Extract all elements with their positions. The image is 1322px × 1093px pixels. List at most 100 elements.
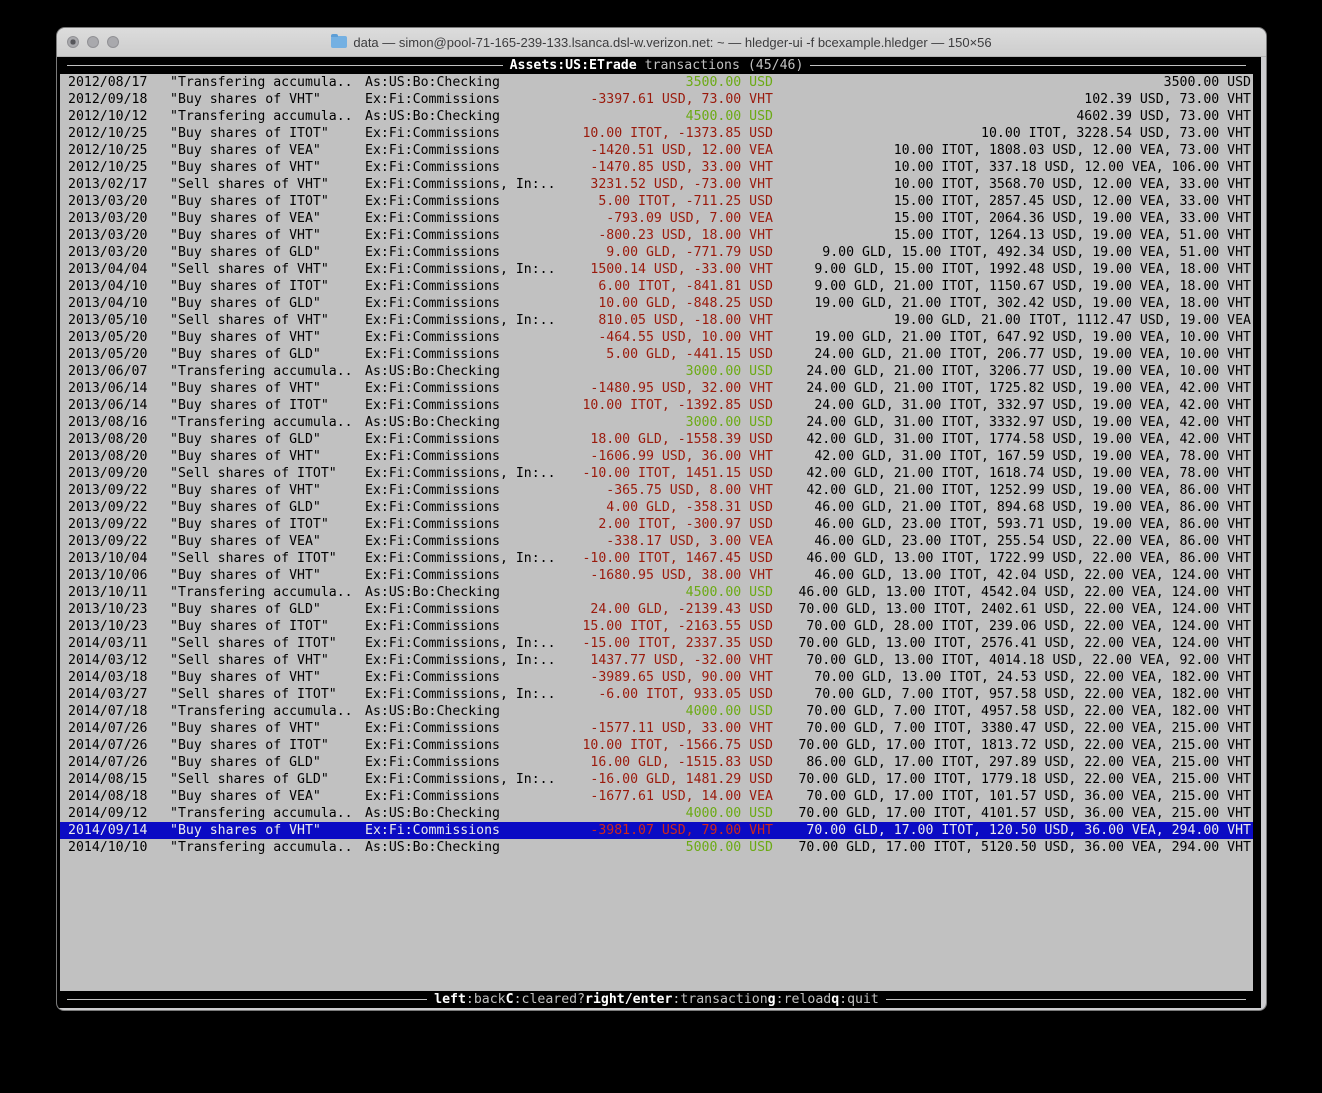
transaction-row[interactable]: 2013/06/14 "Buy shares of VHT" Ex:Fi:Commi… bbox=[60, 380, 1253, 397]
transaction-running-balance: 70.00 GLD, 13.00 ITOT, 2576.41 USD, 22.0… bbox=[798, 636, 1251, 651]
transaction-row[interactable]: 2013/06/07 "Transfering accumula.. As:US:B… bbox=[60, 363, 1253, 380]
transaction-row[interactable]: 2013/06/14 "Buy shares of ITOT" Ex:Fi:Comm… bbox=[60, 397, 1253, 414]
transaction-date: 2012/09/18 bbox=[68, 92, 148, 107]
transaction-other-accounts: Ex:Fi:Commissions bbox=[365, 449, 500, 464]
transaction-row[interactable]: 2014/08/18 "Buy shares of VEA" Ex:Fi:Commi… bbox=[60, 788, 1253, 805]
transaction-row[interactable]: 2012/10/25 "Buy shares of VEA" Ex:Fi:Commi… bbox=[60, 142, 1253, 159]
transaction-row[interactable]: 2013/09/22 "Buy shares of ITOT" Ex:Fi:Comm… bbox=[60, 516, 1253, 533]
header-rule-right bbox=[810, 65, 1247, 66]
transaction-description: "Buy shares of VEA" bbox=[170, 211, 321, 226]
transaction-date: 2014/07/26 bbox=[68, 721, 148, 736]
transaction-row[interactable]: 2012/10/25 "Buy shares of VHT" Ex:Fi:Commi… bbox=[60, 159, 1253, 176]
transaction-change-amount: -15.00 ITOT, 2337.35 USD bbox=[582, 636, 773, 651]
transaction-date: 2012/10/12 bbox=[68, 109, 148, 124]
transaction-date: 2013/05/20 bbox=[68, 347, 148, 362]
transaction-row[interactable]: 2012/10/25 "Buy shares of ITOT" Ex:Fi:Comm… bbox=[60, 125, 1253, 142]
transaction-row-selected[interactable]: 2014/09/14 "Buy shares of VHT" Ex:Fi:Commi… bbox=[60, 822, 1253, 839]
transaction-description: "Buy shares of ITOT" bbox=[170, 126, 329, 141]
transaction-other-accounts: Ex:Fi:Commissions bbox=[365, 721, 500, 736]
transaction-row[interactable]: 2013/09/22 "Buy shares of GLD" Ex:Fi:Commi… bbox=[60, 499, 1253, 516]
transaction-row[interactable]: 2013/08/16 "Transfering accumula.. As:US:B… bbox=[60, 414, 1253, 431]
transaction-row[interactable]: 2014/09/12 "Transfering accumula.. As:US:B… bbox=[60, 805, 1253, 822]
transaction-date: 2012/10/25 bbox=[68, 126, 148, 141]
transaction-running-balance: 9.00 GLD, 15.00 ITOT, 1992.48 USD, 19.00… bbox=[814, 262, 1251, 277]
transaction-row[interactable]: 2014/03/12 "Sell shares of VHT" Ex:Fi:Comm… bbox=[60, 652, 1253, 669]
transaction-date: 2013/08/16 bbox=[68, 415, 148, 430]
transaction-row[interactable]: 2013/08/20 "Buy shares of VHT" Ex:Fi:Commi… bbox=[60, 448, 1253, 465]
transaction-row[interactable]: 2013/04/04 "Sell shares of VHT" Ex:Fi:Comm… bbox=[60, 261, 1253, 278]
transaction-row[interactable]: 2013/10/06 "Buy shares of VHT" Ex:Fi:Commi… bbox=[60, 567, 1253, 584]
transaction-change-amount: 4000.00 USD bbox=[685, 704, 773, 719]
transaction-row[interactable]: 2013/10/04 "Sell shares of ITOT" Ex:Fi:Com… bbox=[60, 550, 1253, 567]
close-button[interactable] bbox=[67, 36, 79, 48]
key-hints-bar: left:back C:cleared? right/enter:transac… bbox=[60, 991, 1253, 1008]
transaction-row[interactable]: 2014/07/18 "Transfering accumula.. As:US:B… bbox=[60, 703, 1253, 720]
transaction-date: 2014/10/10 bbox=[68, 840, 148, 855]
transaction-row[interactable]: 2012/09/18 "Buy shares of VHT" Ex:Fi:Commi… bbox=[60, 91, 1253, 108]
transaction-row[interactable]: 2012/10/12 "Transfering accumula.. As:US:B… bbox=[60, 108, 1253, 125]
transaction-running-balance: 46.00 GLD, 23.00 ITOT, 255.54 USD, 22.00… bbox=[814, 534, 1251, 549]
transaction-change-amount: -800.23 USD, 18.00 VHT bbox=[598, 228, 773, 243]
transaction-running-balance: 15.00 ITOT, 1264.13 USD, 19.00 VEA, 51.0… bbox=[893, 228, 1251, 243]
transaction-date: 2013/09/22 bbox=[68, 534, 148, 549]
transaction-row[interactable]: 2013/10/23 "Buy shares of ITOT" Ex:Fi:Comm… bbox=[60, 618, 1253, 635]
transaction-other-accounts: As:US:Bo:Checking bbox=[365, 806, 500, 821]
transaction-running-balance: 70.00 GLD, 17.00 ITOT, 1779.18 USD, 22.0… bbox=[798, 772, 1251, 787]
transaction-change-amount: 1500.14 USD, -33.00 VHT bbox=[590, 262, 773, 277]
transaction-running-balance: 70.00 GLD, 13.00 ITOT, 4014.18 USD, 22.0… bbox=[806, 653, 1251, 668]
transaction-row[interactable]: 2013/09/20 "Sell shares of ITOT" Ex:Fi:Com… bbox=[60, 465, 1253, 482]
transaction-row[interactable]: 2014/07/26 "Buy shares of ITOT" Ex:Fi:Comm… bbox=[60, 737, 1253, 754]
transaction-other-accounts: Ex:Fi:Commissions bbox=[365, 143, 500, 158]
transaction-row[interactable]: 2013/02/17 "Sell shares of VHT" Ex:Fi:Comm… bbox=[60, 176, 1253, 193]
window-titlebar: data — simon@pool-71-165-239-133.lsanca.… bbox=[57, 28, 1266, 57]
transaction-other-accounts: Ex:Fi:Commissions bbox=[365, 211, 500, 226]
transaction-row[interactable]: 2013/08/20 "Buy shares of GLD" Ex:Fi:Commi… bbox=[60, 431, 1253, 448]
transaction-change-amount: -793.09 USD, 7.00 VEA bbox=[606, 211, 773, 226]
scrollbar-track[interactable] bbox=[1261, 57, 1266, 1008]
transaction-running-balance: 70.00 GLD, 13.00 ITOT, 2402.61 USD, 22.0… bbox=[798, 602, 1251, 617]
transaction-row[interactable]: 2013/04/10 "Buy shares of ITOT" Ex:Fi:Comm… bbox=[60, 278, 1253, 295]
transaction-row[interactable]: 2013/05/10 "Sell shares of VHT" Ex:Fi:Comm… bbox=[60, 312, 1253, 329]
transaction-row[interactable]: 2013/04/10 "Buy shares of GLD" Ex:Fi:Commi… bbox=[60, 295, 1253, 312]
transaction-description: "Transfering accumula.. bbox=[170, 75, 353, 90]
transaction-running-balance: 24.00 GLD, 31.00 ITOT, 3332.97 USD, 19.0… bbox=[806, 415, 1251, 430]
transaction-other-accounts: Ex:Fi:Commissions, In:.. bbox=[365, 653, 556, 668]
transaction-row[interactable]: 2014/03/11 "Sell shares of ITOT" Ex:Fi:Com… bbox=[60, 635, 1253, 652]
transaction-running-balance: 70.00 GLD, 28.00 ITOT, 239.06 USD, 22.00… bbox=[806, 619, 1251, 634]
transaction-other-accounts: Ex:Fi:Commissions bbox=[365, 245, 500, 260]
transaction-running-balance: 24.00 GLD, 21.00 ITOT, 3206.77 USD, 19.0… bbox=[806, 364, 1251, 379]
transaction-change-amount: 5000.00 USD bbox=[685, 840, 773, 855]
transaction-row[interactable]: 2013/03/20 "Buy shares of ITOT" Ex:Fi:Comm… bbox=[60, 193, 1253, 210]
transaction-change-amount: 10.00 GLD, -848.25 USD bbox=[598, 296, 773, 311]
transaction-row[interactable]: 2013/05/20 "Buy shares of GLD" Ex:Fi:Commi… bbox=[60, 346, 1253, 363]
transaction-row[interactable]: 2014/03/27 "Sell shares of ITOT" Ex:Fi:Com… bbox=[60, 686, 1253, 703]
minimize-button[interactable] bbox=[87, 36, 99, 48]
hint-action: :back bbox=[465, 992, 506, 1007]
transaction-row[interactable]: 2013/10/11 "Transfering accumula.. As:US:B… bbox=[60, 584, 1253, 601]
transaction-row[interactable]: 2013/03/20 "Buy shares of GLD" Ex:Fi:Commi… bbox=[60, 244, 1253, 261]
transaction-row[interactable]: 2013/03/20 "Buy shares of VEA" Ex:Fi:Commi… bbox=[60, 210, 1253, 227]
transaction-row[interactable]: 2014/07/26 "Buy shares of GLD" Ex:Fi:Commi… bbox=[60, 754, 1253, 771]
transaction-row[interactable]: 2014/03/18 "Buy shares of VHT" Ex:Fi:Commi… bbox=[60, 669, 1253, 686]
transaction-row[interactable]: 2013/05/20 "Buy shares of VHT" Ex:Fi:Commi… bbox=[60, 329, 1253, 346]
zoom-button[interactable] bbox=[107, 36, 119, 48]
transaction-row[interactable]: 2013/09/22 "Buy shares of VHT" Ex:Fi:Commi… bbox=[60, 482, 1253, 499]
transaction-row[interactable]: 2013/09/22 "Buy shares of VEA" Ex:Fi:Commi… bbox=[60, 533, 1253, 550]
hint-key: left bbox=[434, 992, 466, 1007]
transaction-change-amount: 16.00 GLD, -1515.83 USD bbox=[590, 755, 773, 770]
transaction-running-balance: 10.00 ITOT, 3228.54 USD, 73.00 VHT bbox=[981, 126, 1251, 141]
transaction-other-accounts: As:US:Bo:Checking bbox=[365, 364, 500, 379]
transaction-row[interactable]: 2014/10/10 "Transfering accumula.. As:US:B… bbox=[60, 839, 1253, 856]
transaction-date: 2013/06/14 bbox=[68, 398, 148, 413]
transaction-row[interactable]: 2012/08/17 "Transfering accumula.. As:US:B… bbox=[60, 74, 1253, 91]
transaction-row[interactable]: 2014/07/26 "Buy shares of VHT" Ex:Fi:Commi… bbox=[60, 720, 1253, 737]
transaction-date: 2013/04/10 bbox=[68, 279, 148, 294]
transaction-row[interactable]: 2013/03/20 "Buy shares of VHT" Ex:Fi:Commi… bbox=[60, 227, 1253, 244]
transaction-description: "Buy shares of VHT" bbox=[170, 160, 321, 175]
transaction-row[interactable]: 2014/08/15 "Sell shares of GLD" Ex:Fi:Comm… bbox=[60, 771, 1253, 788]
transaction-description: "Buy shares of VHT" bbox=[170, 721, 321, 736]
transaction-change-amount: 18.00 GLD, -1558.39 USD bbox=[590, 432, 773, 447]
transaction-change-amount: -1606.99 USD, 36.00 VHT bbox=[590, 449, 773, 464]
transaction-running-balance: 10.00 ITOT, 337.18 USD, 12.00 VEA, 106.0… bbox=[893, 160, 1251, 175]
transaction-row[interactable]: 2013/10/23 "Buy shares of GLD" Ex:Fi:Commi… bbox=[60, 601, 1253, 618]
